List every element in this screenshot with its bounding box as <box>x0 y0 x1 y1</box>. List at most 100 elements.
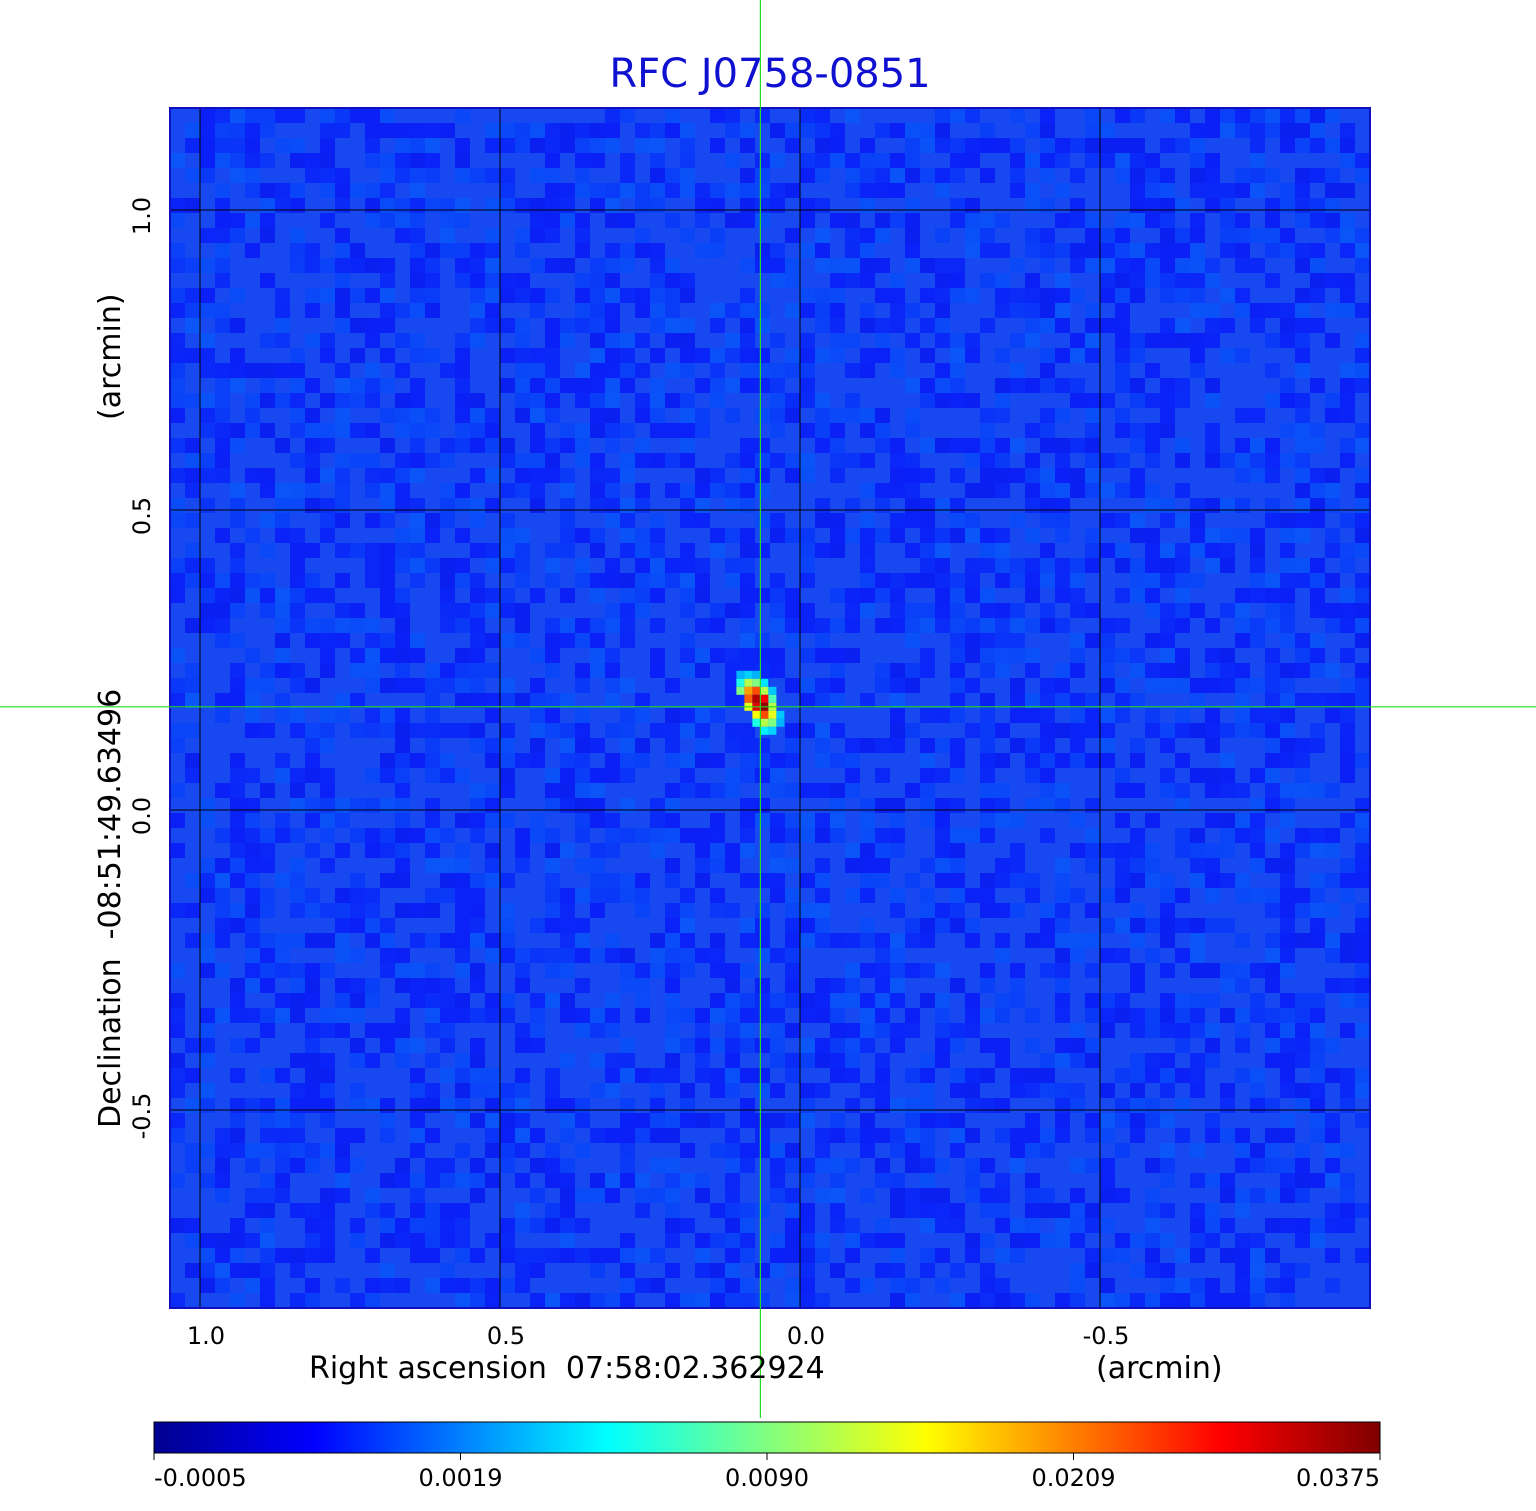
noise-cell <box>380 648 395 663</box>
noise-cell <box>1130 1263 1145 1278</box>
noise-cell <box>815 1053 830 1068</box>
noise-cell <box>1355 1023 1370 1038</box>
noise-cell <box>1100 453 1115 468</box>
noise-cell <box>725 1068 740 1083</box>
noise-cell <box>665 423 680 438</box>
noise-cell <box>965 453 980 468</box>
noise-cell <box>560 258 575 273</box>
noise-cell <box>1190 363 1205 378</box>
noise-cell <box>530 483 545 498</box>
noise-cell <box>1280 528 1295 543</box>
noise-cell <box>305 813 320 828</box>
noise-cell <box>395 138 410 153</box>
noise-cell <box>530 468 545 483</box>
noise-cell <box>980 813 995 828</box>
noise-cell <box>1055 948 1070 963</box>
noise-cell <box>1160 1293 1175 1308</box>
noise-cell <box>1085 453 1100 468</box>
noise-cell <box>935 183 950 198</box>
noise-cell <box>1190 1008 1205 1023</box>
noise-cell <box>680 453 695 468</box>
noise-cell <box>725 738 740 753</box>
noise-cell <box>455 1113 470 1128</box>
noise-cell <box>980 1158 995 1173</box>
noise-cell <box>800 198 815 213</box>
noise-cell <box>1115 768 1130 783</box>
noise-cell <box>950 153 965 168</box>
noise-cell <box>395 873 410 888</box>
noise-cell <box>860 888 875 903</box>
noise-cell <box>335 903 350 918</box>
noise-cell <box>1115 693 1130 708</box>
noise-cell <box>590 633 605 648</box>
noise-cell <box>455 1173 470 1188</box>
noise-cell <box>1055 588 1070 603</box>
noise-cell <box>1355 858 1370 873</box>
noise-cell <box>485 1008 500 1023</box>
noise-cell <box>770 1038 785 1053</box>
noise-cell <box>950 708 965 723</box>
noise-cell <box>1265 1098 1280 1113</box>
noise-cell <box>1280 183 1295 198</box>
noise-cell <box>200 588 215 603</box>
noise-cell <box>725 1008 740 1023</box>
noise-cell <box>695 1008 710 1023</box>
noise-cell <box>1115 618 1130 633</box>
noise-cell <box>410 933 425 948</box>
noise-cell <box>215 1008 230 1023</box>
noise-cell <box>650 378 665 393</box>
noise-cell <box>170 333 185 348</box>
noise-cell <box>1040 1233 1055 1248</box>
noise-cell <box>185 1098 200 1113</box>
noise-cell <box>935 738 950 753</box>
noise-cell <box>860 1023 875 1038</box>
noise-cell <box>335 123 350 138</box>
noise-cell <box>665 1218 680 1233</box>
noise-cell <box>1055 378 1070 393</box>
noise-cell <box>1040 1188 1055 1203</box>
noise-cell <box>875 1023 890 1038</box>
noise-cell <box>305 903 320 918</box>
noise-cell <box>560 588 575 603</box>
noise-cell <box>380 318 395 333</box>
noise-cell <box>560 888 575 903</box>
noise-cell <box>1325 228 1340 243</box>
noise-cell <box>1010 618 1025 633</box>
noise-cell <box>1040 363 1055 378</box>
noise-cell <box>755 633 770 648</box>
noise-cell <box>170 498 185 513</box>
noise-cell <box>1100 618 1115 633</box>
noise-cell <box>545 363 560 378</box>
noise-cell <box>455 1218 470 1233</box>
noise-cell <box>380 468 395 483</box>
noise-cell <box>1190 828 1205 843</box>
noise-cell <box>965 108 980 123</box>
noise-cell <box>695 753 710 768</box>
noise-cell <box>770 813 785 828</box>
noise-cell <box>995 1173 1010 1188</box>
noise-cell <box>305 1143 320 1158</box>
noise-cell <box>530 198 545 213</box>
noise-cell <box>620 573 635 588</box>
noise-cell <box>665 813 680 828</box>
noise-cell <box>995 213 1010 228</box>
noise-cell <box>1175 618 1190 633</box>
noise-cell <box>515 1128 530 1143</box>
noise-cell <box>260 198 275 213</box>
noise-cell <box>1145 213 1160 228</box>
noise-cell <box>605 888 620 903</box>
noise-cell <box>1130 663 1145 678</box>
noise-cell <box>275 648 290 663</box>
noise-cell <box>1295 1098 1310 1113</box>
noise-cell <box>1235 873 1250 888</box>
noise-cell <box>185 1158 200 1173</box>
noise-cell <box>665 273 680 288</box>
noise-cell <box>185 573 200 588</box>
noise-cell <box>335 468 350 483</box>
noise-cell <box>1325 1248 1340 1263</box>
noise-cell <box>770 273 785 288</box>
noise-cell <box>500 723 515 738</box>
noise-cell <box>605 678 620 693</box>
noise-cell <box>1145 813 1160 828</box>
noise-cell <box>590 138 605 153</box>
